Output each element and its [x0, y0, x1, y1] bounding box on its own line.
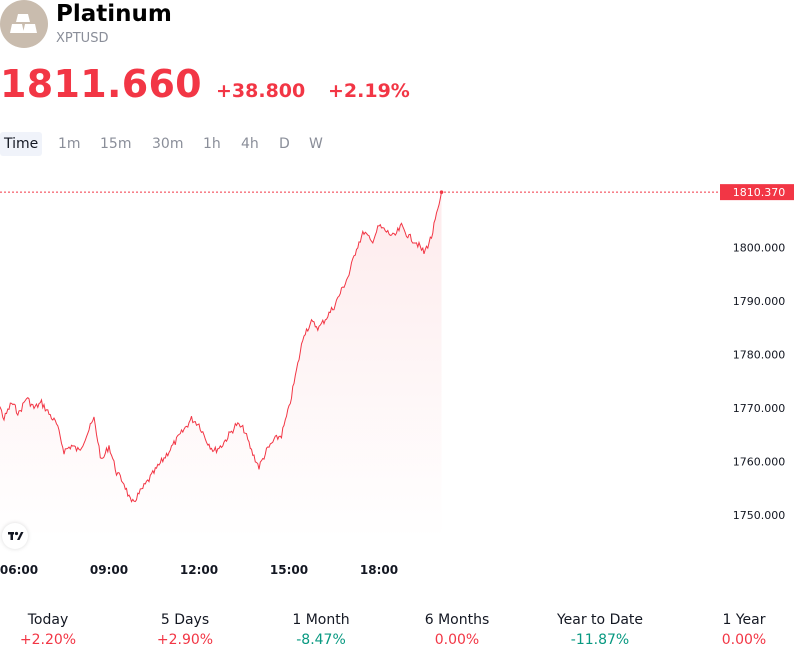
- y-tick-label: 1780.000: [733, 349, 786, 362]
- performance-item[interactable]: 6 Months 0.00%: [387, 610, 527, 650]
- tab-1h[interactable]: 1h: [203, 136, 221, 152]
- tab-15m[interactable]: 15m: [100, 136, 132, 152]
- performance-item[interactable]: 1 Month -8.47%: [251, 610, 391, 650]
- performance-item[interactable]: Year to Date -11.87%: [530, 610, 670, 650]
- performance-label: 6 Months: [424, 612, 490, 628]
- y-tick-label: 1790.000: [733, 295, 786, 308]
- metal-bars-icon: [0, 0, 48, 48]
- performance-value: 0.00%: [434, 632, 480, 648]
- performance-item[interactable]: 1 Year 0.00%: [674, 610, 800, 650]
- tab-time[interactable]: Time: [0, 132, 43, 156]
- tab-d[interactable]: D: [279, 136, 290, 152]
- performance-label: Today: [27, 612, 69, 628]
- tab-w[interactable]: W: [309, 136, 323, 152]
- symbol-ticker: XPTUSD: [56, 31, 109, 46]
- performance-value: -11.87%: [570, 632, 630, 648]
- tab-30m[interactable]: 30m: [152, 136, 184, 152]
- performance-value: +2.90%: [156, 632, 214, 648]
- last-price-label: 1810.370: [733, 186, 786, 199]
- x-tick-label: 15:00: [270, 563, 308, 577]
- quote-row: 1811.660 +38.800 +2.19%: [0, 62, 800, 110]
- tradingview-logo-icon[interactable]: [2, 523, 28, 549]
- symbol-title: Platinum: [56, 1, 172, 27]
- x-tick-label: 09:00: [90, 563, 128, 577]
- performance-label: 1 Month: [292, 612, 350, 628]
- y-tick-label: 1750.000: [733, 509, 786, 522]
- last-price-dot: [439, 190, 444, 194]
- x-tick-label: 06:00: [0, 563, 38, 577]
- performance-value: 0.00%: [721, 632, 767, 648]
- performance-item[interactable]: 5 Days +2.90%: [115, 610, 255, 650]
- symbol-header: Platinum XPTUSD: [0, 0, 800, 50]
- price-area: [0, 192, 442, 540]
- tab-4h[interactable]: 4h: [241, 136, 259, 152]
- performance-label: 5 Days: [160, 612, 210, 628]
- performance-item[interactable]: Today +2.20%: [0, 610, 118, 650]
- price-chart[interactable]: 1810.370 1800.000 1790.000 1780.000 1770.000…: [0, 160, 800, 590]
- performance-value: +2.20%: [19, 632, 77, 648]
- price-line: [0, 192, 442, 503]
- y-tick-label: 1760.000: [733, 456, 786, 469]
- tab-1m[interactable]: 1m: [58, 136, 81, 152]
- performance-value: -8.47%: [296, 632, 346, 648]
- last-price: 1811.660: [0, 62, 202, 106]
- y-tick-label: 1770.000: [733, 402, 786, 415]
- price-change: +38.800: [216, 80, 306, 102]
- y-tick-label: 1800.000: [733, 242, 786, 255]
- last-price-badge: [720, 184, 794, 201]
- price-change-percent: +2.19%: [328, 80, 410, 102]
- interval-tabs: Time 1m 15m 30m 1h 4h D W: [0, 132, 400, 156]
- x-tick-label: 12:00: [180, 563, 218, 577]
- performance-label: 1 Year: [722, 612, 766, 628]
- performance-label: Year to Date: [556, 612, 644, 628]
- performance-bar: Today +2.20% 5 Days +2.90% 1 Month -8.47% 6 Mo…: [0, 610, 800, 654]
- x-tick-label: 18:00: [360, 563, 398, 577]
